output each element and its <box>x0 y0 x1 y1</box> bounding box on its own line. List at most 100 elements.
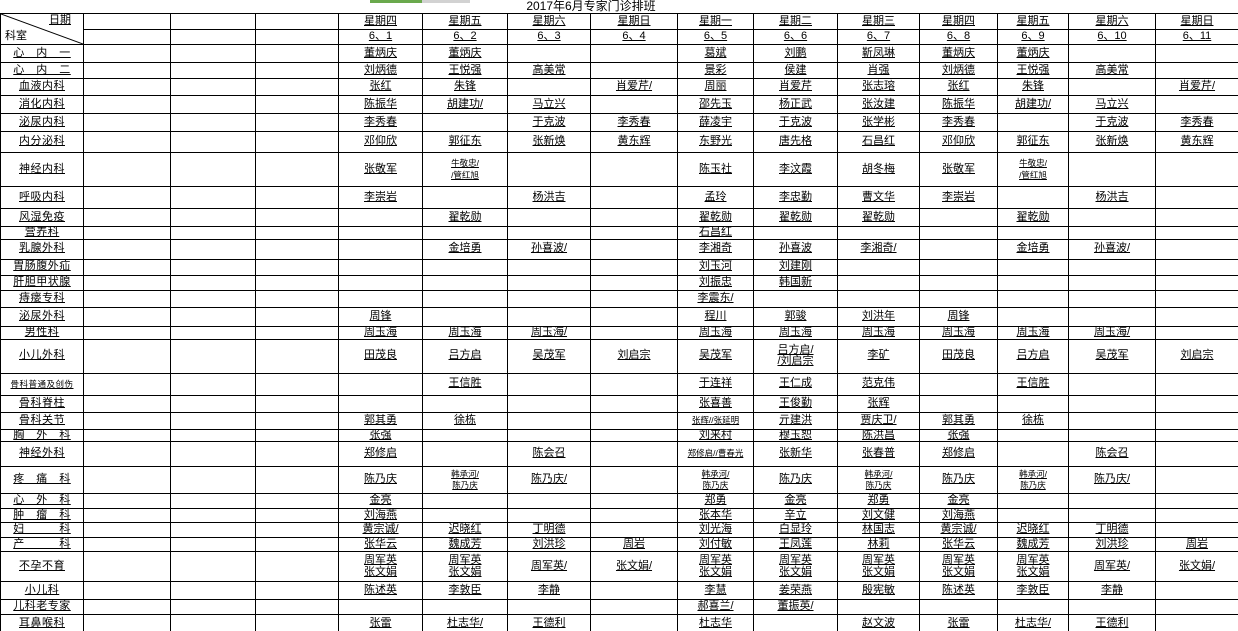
schedule-cell: 薛凌宇 <box>677 113 754 132</box>
schedule-cell <box>590 522 678 539</box>
empty-cell <box>83 78 171 96</box>
doctor-name: 王凤莲 <box>779 537 812 550</box>
schedule-cell: 张雷 <box>919 614 998 631</box>
doctor-name: 韩承河/ 陈乃庆 <box>451 468 479 491</box>
schedule-cell <box>590 62 678 79</box>
empty-cell <box>255 226 339 240</box>
doctor-name: 金亮 <box>784 494 807 507</box>
doctor-name: 董炳庆 <box>364 46 397 59</box>
schedule-cell <box>590 44 678 63</box>
schedule-cell: 张新焕 <box>507 131 591 153</box>
empty-cell <box>170 289 256 308</box>
schedule-cell: 李崇岩 <box>338 186 423 209</box>
doctor-name: 黄宗诚/ <box>940 523 977 536</box>
dept-name: 内分泌科 <box>19 135 65 148</box>
schedule-cell: 王德利 <box>507 614 591 631</box>
doctor-name: 吴茂军 <box>532 349 566 362</box>
empty-header-cell <box>255 13 339 30</box>
schedule-cell <box>1068 493 1156 510</box>
schedule-cell <box>590 152 678 187</box>
doctor-name: 景彩 <box>704 63 727 76</box>
schedule-cell: 马立兴 <box>1068 95 1156 114</box>
doctor-name: 李秀春 <box>942 115 975 128</box>
schedule-cell <box>997 306 1069 327</box>
schedule-cell: 金培勇 <box>997 238 1069 260</box>
empty-cell <box>83 411 171 430</box>
schedule-cell <box>1155 599 1238 616</box>
doctor-name: 东野光 <box>699 135 732 148</box>
schedule-cell <box>1068 428 1156 443</box>
schedule-cell: 金亮 <box>338 493 423 510</box>
doctor-name: 孟玲 <box>704 190 727 203</box>
table-row: 胃肠腹外疝 刘玉河 刘建刚 <box>0 258 1238 276</box>
schedule-cell <box>997 599 1069 616</box>
schedule-cell: 高美常 <box>1068 62 1156 79</box>
schedule-cell: 刘洪年 <box>837 306 920 327</box>
schedule-cell <box>837 274 920 291</box>
doctor-name: 姜荣燕 <box>779 583 812 596</box>
top-green-strip <box>370 0 422 3</box>
doctor-name: 赵文波 <box>862 616 895 629</box>
schedule-cell: 李矿 <box>837 338 920 374</box>
doctor-name: 刘振忠 <box>699 275 732 288</box>
doctor-name: 韩承河/ 陈乃庆 <box>1019 468 1047 491</box>
schedule-cell <box>753 226 838 240</box>
schedule-cell: 李汶霞 <box>753 152 838 187</box>
empty-cell <box>83 113 171 132</box>
day-label: 星期三 <box>862 14 895 27</box>
doctor-name: 周军英 张文娟 <box>448 554 482 578</box>
schedule-cell: 丁明德 <box>507 522 591 539</box>
doctor-name: 牛敬忠/ /管红旭 <box>1019 157 1047 180</box>
schedule-cell <box>338 599 423 616</box>
doctor-name: 韩国新 <box>779 275 812 288</box>
schedule-cell: 刘文健 <box>837 508 920 524</box>
schedule-cell <box>590 411 678 430</box>
doctor-name: 王俊勤 <box>779 396 812 409</box>
empty-cell <box>170 581 256 601</box>
schedule-cell: 陈乃庆 <box>338 466 423 495</box>
doctor-name: 高美常 <box>532 63 566 76</box>
schedule-cell: 郭其勇 <box>919 411 998 430</box>
empty-header-cell <box>255 29 339 45</box>
table-row: 肝胆甲状腺 刘振忠 韩国新 <box>0 274 1238 291</box>
schedule-cell: 张汝建 <box>837 95 920 114</box>
doctor-name: 王信胜 <box>1016 377 1050 390</box>
empty-cell <box>255 537 339 553</box>
schedule-cell: 殷宪敏 <box>837 581 920 601</box>
doctor-name: 黄宗诚/ <box>362 523 399 536</box>
dept-name: 泌尿内科 <box>19 115 65 128</box>
table-row: 骨科普通及创伤 王信胜 于连祥 王仁成 范克伟 王信胜 <box>0 372 1238 396</box>
date-label: 6、5 <box>703 30 728 43</box>
doctor-name: 董振英/ <box>777 600 814 613</box>
day-label: 星期五 <box>448 14 482 27</box>
schedule-cell <box>590 614 678 631</box>
schedule-cell <box>507 372 591 396</box>
schedule-cell <box>1155 186 1238 209</box>
schedule-cell: 曹文华 <box>837 186 920 209</box>
empty-cell <box>83 372 171 396</box>
schedule-cell: 石昌红 <box>837 131 920 153</box>
doctor-name: 王悦强 <box>1016 63 1050 76</box>
doctor-name: 丁明德 <box>532 523 566 536</box>
schedule-cell <box>507 226 591 240</box>
doctor-name: 王悦强 <box>448 63 482 76</box>
schedule-cell <box>1155 581 1238 601</box>
empty-cell <box>170 508 256 524</box>
empty-cell <box>170 372 256 396</box>
doctor-name: 周丽 <box>704 80 727 93</box>
schedule-cell: 邓仰欣 <box>338 131 423 153</box>
schedule-cell: 刘启宗 <box>1155 338 1238 374</box>
table-row: 营养科 石昌红 <box>0 226 1238 240</box>
schedule-cell <box>338 372 423 396</box>
dept-name: 骨科脊柱 <box>19 396 65 409</box>
table-row: 不孕不育 周军英 张文娟 周军英 张文娟 周军英/张文娟/周军英 张文娟 周军英 张文娟… <box>0 551 1238 583</box>
doctor-name: 孙喜波 <box>779 242 812 255</box>
dept-name: 骨科关节 <box>19 413 65 426</box>
doctor-name: 石昌红 <box>862 135 895 148</box>
schedule-cell: 周玉海 <box>919 325 998 340</box>
schedule-cell <box>338 394 423 413</box>
schedule-cell <box>507 258 591 276</box>
schedule-cell <box>1068 289 1156 308</box>
dept-label: 心 外 科 <box>0 493 84 510</box>
schedule-cell: 张新焕 <box>1068 131 1156 153</box>
